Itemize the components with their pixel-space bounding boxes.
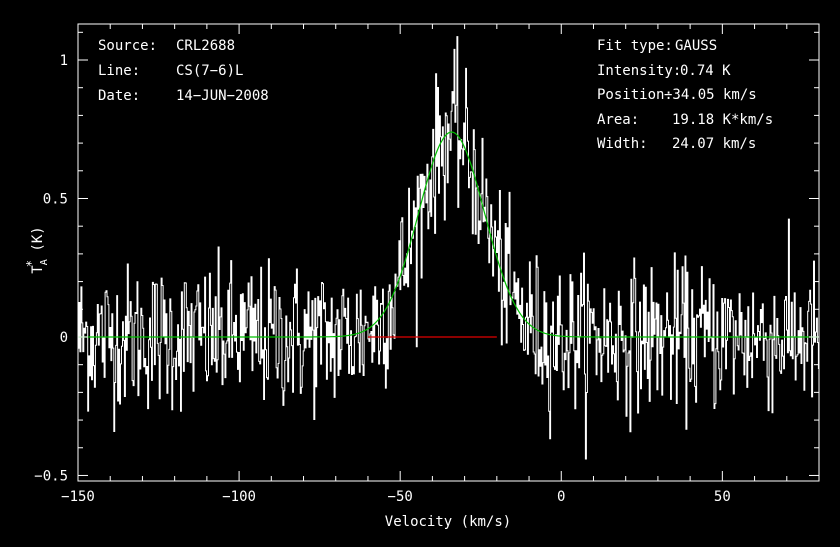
- spectrum-line: [78, 36, 819, 460]
- y-tick-label: 0.5: [43, 191, 68, 207]
- info-fit-type-label: Fit type:: [597, 38, 673, 54]
- info-area-label: Area:: [597, 112, 639, 128]
- y-axis-ticks: 1 0.5 0 −0.5: [34, 31, 819, 484]
- x-axis-ticks: −150 −100 −50 0 50: [61, 24, 820, 505]
- fit-layer: [78, 131, 819, 338]
- y-tick-label: 0: [60, 330, 68, 346]
- info-date-label: Date:: [98, 88, 140, 104]
- info-fit-type-value: GAUSS: [675, 38, 717, 54]
- x-tick-label: −150: [61, 489, 95, 505]
- x-tick-label: −50: [388, 489, 413, 505]
- y-tick-label: −0.5: [34, 468, 68, 484]
- x-tick-label: 50: [714, 489, 731, 505]
- info-right: Fit type: GAUSS Intensity: 0.74 K Positi…: [597, 38, 773, 152]
- gaussian-fit-line: [78, 131, 819, 338]
- info-intensity-value: 0.74 K: [680, 63, 731, 79]
- plot-frame: [77, 23, 820, 482]
- info-left: Source: CRL2688 Line: CS(7−6)L Date: 14−…: [98, 38, 269, 104]
- info-source-value: CRL2688: [176, 38, 235, 54]
- info-position-label: Position:: [597, 87, 673, 103]
- x-tick-label: −100: [222, 489, 256, 505]
- info-line-label: Line:: [98, 63, 140, 79]
- info-position-value: −34.05 km/s: [664, 87, 757, 103]
- info-width-label: Width:: [597, 136, 648, 152]
- info-width-value: 24.07 km/s: [672, 136, 756, 152]
- info-line-value: CS(7−6)L: [176, 63, 243, 79]
- spectrum-layer: [78, 36, 819, 460]
- x-axis-label: Velocity (km/s): [385, 514, 511, 530]
- info-area-value: 19.18 K*km/s: [672, 112, 773, 128]
- x-tick-label: 0: [557, 489, 565, 505]
- y-tick-label: 1: [60, 53, 68, 69]
- info-source-label: Source:: [98, 38, 157, 54]
- info-date-value: 14−JUN−2008: [176, 88, 269, 104]
- info-intensity-label: Intensity:: [597, 63, 681, 79]
